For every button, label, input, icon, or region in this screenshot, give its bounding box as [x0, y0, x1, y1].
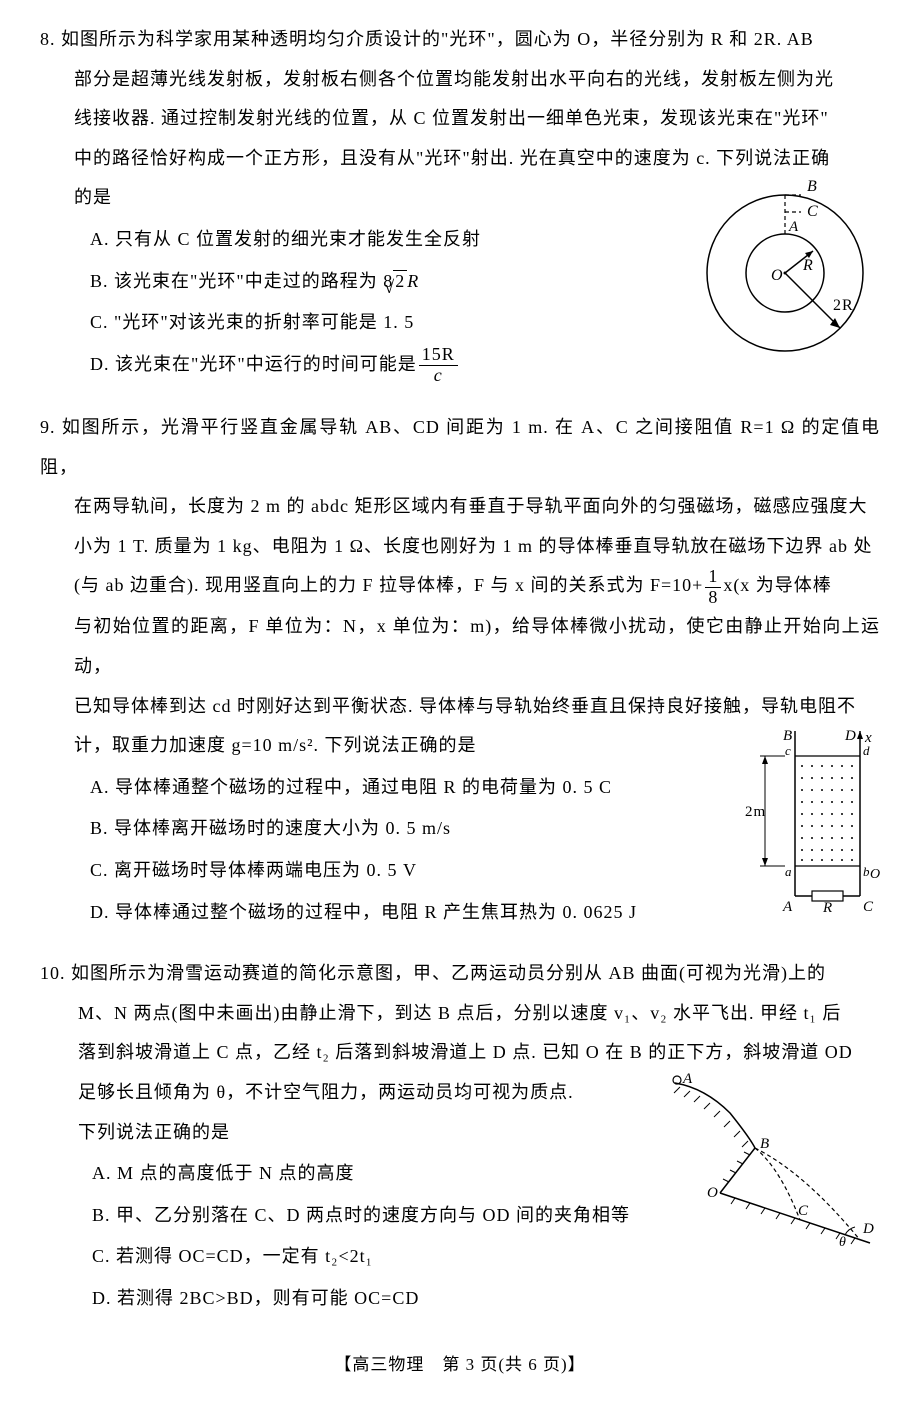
q8-fig-R: R [802, 257, 814, 274]
question-10: 10. 如图所示为滑雪运动赛道的简化示意图，甲、乙两运动员分别从 AB 曲面(可… [40, 954, 880, 1320]
q9-stem-l7: 计，取重力加速度 g=10 m/s². 下列说法正确的是 [40, 726, 880, 766]
q10-number: 10. [40, 963, 66, 983]
q9-stem-l4: (与 ab 边重合). 现用竖直向上的力 F 拉导体棒，F 与 x 间的关系式为… [40, 566, 880, 607]
q9-stem-l4-post: x(x 为导体棒 [723, 575, 832, 595]
q8-number: 8. [40, 29, 56, 49]
q9-fig-B: B [783, 728, 793, 744]
q8-ring-diagram: B C A O R 2R [695, 178, 880, 358]
q10-figure: A B O C D θ [645, 1073, 880, 1263]
q10-stem-l2: M、N 两点(图中未画出)由静止滑下，到达 B 点后，分别以速度 v₁、v₂ 水… [40, 994, 880, 1034]
q8-figure: B C A O R 2R [695, 178, 880, 373]
q9-stem: 9. 如图所示，光滑平行竖直金属导轨 AB、CD 间距为 1 m. 在 A、C … [40, 408, 880, 487]
q9-fig-a: a [785, 864, 793, 879]
q8-stem-l3: 线接收器. 通过控制发射光线的位置，从 C 位置发射出一细单色光束，发现该光束在… [40, 99, 880, 139]
q10-fig-O: O [707, 1185, 719, 1201]
q9-stem-l5: 与初始位置的距离，F 单位为：N，x 单位为：m)，给导体棒微小扰动，使它由静止… [40, 607, 880, 686]
q9-stem-l4-pre: (与 ab 边重合). 现用竖直向上的力 F 拉导体棒，F 与 x 间的关系式为… [74, 575, 703, 595]
q9-stem-l1: 如图所示，光滑平行竖直金属导轨 AB、CD 间距为 1 m. 在 A、C 之间接… [40, 417, 880, 477]
q8-optD-den: c [419, 366, 458, 386]
q8-fig-B: B [807, 178, 818, 195]
page-footer: 【高三物理 第 3 页(共 6 页)】 [40, 1346, 880, 1383]
q8-fig-A: A [788, 219, 799, 235]
q9-fig-c: c [785, 743, 792, 758]
q8-optD-num: 15R [419, 345, 458, 366]
q9-stem-l2: 在两导轨间，长度为 2 m 的 abdc 矩形区域内有垂直于导轨平面向外的匀强磁… [40, 487, 880, 527]
q10-fig-C: C [798, 1203, 809, 1219]
q8-stem-l5: 的是 B C A O R 2R [40, 178, 880, 218]
q9-fig-2m: 2m [745, 804, 766, 820]
q8-optB-pre: B. 该光束在"光环"中走过的路程为 8 [90, 271, 393, 291]
q10-fig-D: D [862, 1221, 875, 1237]
q9-fig-O: O [870, 867, 880, 882]
q9-l4-den: 8 [705, 588, 721, 608]
q9-figure: B D x c d 2m a b O A R C [745, 726, 880, 931]
q8-optB-post: R [407, 271, 419, 291]
q8-stem-l2: 部分是超薄光线发射板，发射板右侧各个位置均能发射出水平向右的光线，发射板左侧为光 [40, 60, 880, 100]
q9-number: 9. [40, 417, 56, 437]
q9-l4-num: 1 [705, 567, 721, 588]
q9-fig-D: D [844, 728, 857, 744]
q9-fig-C: C [863, 899, 874, 915]
q10-stem-l3: 落到斜坡滑道上 C 点，乙经 t₂ 后落到斜坡滑道上 D 点. 已知 O 在 B… [40, 1033, 880, 1073]
q8-stem-line1: 如图所示为科学家用某种透明均匀介质设计的"光环"，圆心为 O，半径分别为 R 和… [61, 29, 814, 49]
q9-fig-A: A [782, 899, 793, 915]
q9-stem-l3: 小为 1 T. 质量为 1 kg、电阻为 1 Ω、长度也刚好为 1 m 的导体棒… [40, 527, 880, 567]
q10-fig-theta: θ [839, 1235, 847, 1248]
q10-optionD: D. 若测得 2BC>BD，则有可能 OC=CD [92, 1279, 880, 1319]
q8-fig-O: O [771, 267, 784, 284]
q9-fig-d: d [863, 743, 871, 758]
q10-stem-l1: 如图所示为滑雪运动赛道的简化示意图，甲、乙两运动员分别从 AB 曲面(可视为光滑… [71, 963, 826, 983]
q8-stem: 8. 如图所示为科学家用某种透明均匀介质设计的"光环"，圆心为 O，半径分别为 … [40, 20, 880, 60]
q10-fig-B: B [760, 1136, 770, 1152]
q9-stem-l7-text: 计，取重力加速度 g=10 m/s². 下列说法正确的是 [74, 735, 477, 755]
q10-stem-l4: 足够长且倾角为 θ，不计空气阻力，两运动员均可视为质点. [40, 1073, 880, 1113]
q9-rail-diagram: B D x c d 2m a b O A R C [745, 726, 880, 916]
q8-stem-l5-text: 的是 [74, 187, 112, 207]
q10-ski-diagram: A B O C D θ [645, 1073, 880, 1248]
q9-stem-l6: 已知导体棒到达 cd 时刚好达到平衡状态. 导体棒与导轨始终垂直且保持良好接触，… [40, 687, 880, 727]
q8-fig-2R: 2R [833, 297, 854, 314]
q10-stem: 10. 如图所示为滑雪运动赛道的简化示意图，甲、乙两运动员分别从 AB 曲面(可… [40, 954, 880, 994]
question-9: 9. 如图所示，光滑平行竖直金属导轨 AB、CD 间距为 1 m. 在 A、C … [40, 408, 880, 934]
q8-optD-pre: D. 该光束在"光环"中运行的时间可能是 [90, 354, 417, 374]
q8-stem-l4: 中的路径恰好构成一个正方形，且没有从"光环"射出. 光在真空中的速度为 c. 下… [40, 139, 880, 179]
q9-fig-R: R [822, 900, 833, 916]
q10-stem-l4-text: 足够长且倾角为 θ，不计空气阻力，两运动员均可视为质点. [78, 1082, 574, 1102]
q8-fig-C: C [807, 203, 819, 220]
q10-fig-A: A [682, 1073, 693, 1087]
question-8: 8. 如图所示为科学家用某种透明均匀介质设计的"光环"，圆心为 O，半径分别为 … [40, 20, 880, 388]
